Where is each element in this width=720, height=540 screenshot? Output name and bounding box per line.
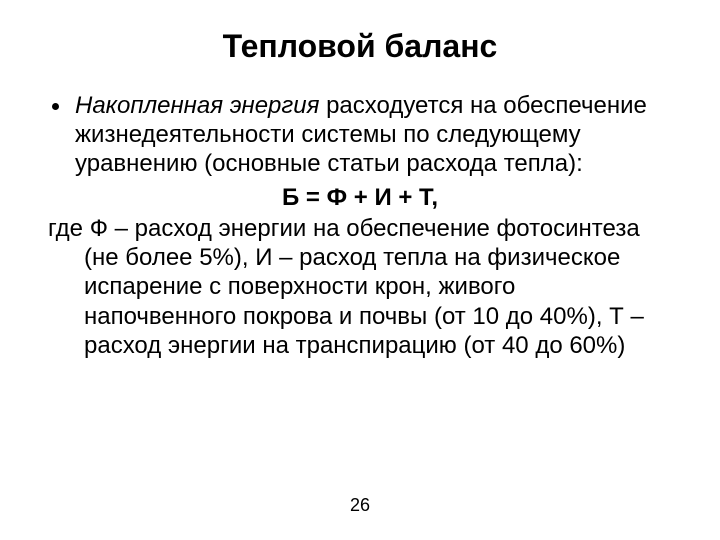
where-lead: где	[48, 215, 90, 242]
equation: Б = Ф + И + Т,	[48, 183, 672, 212]
where-block: где Ф – расход энергии на обеспечение фо…	[48, 214, 672, 360]
bullet-emphasis: Накопленная энергия	[75, 92, 319, 119]
bullet-text: Накопленная энергия расходуется на обесп…	[75, 91, 672, 179]
bullet-icon	[52, 103, 59, 110]
slide-body: Накопленная энергия расходуется на обесп…	[48, 91, 672, 360]
slide-title: Тепловой баланс	[48, 28, 672, 65]
page-number: 26	[0, 495, 720, 516]
bullet-item: Накопленная энергия расходуется на обесп…	[48, 91, 672, 179]
where-body: Ф – расход энергии на обеспечение фотоси…	[84, 215, 644, 359]
slide: Тепловой баланс Накопленная энергия расх…	[0, 0, 720, 540]
where-text: где Ф – расход энергии на обеспечение фо…	[48, 214, 672, 360]
